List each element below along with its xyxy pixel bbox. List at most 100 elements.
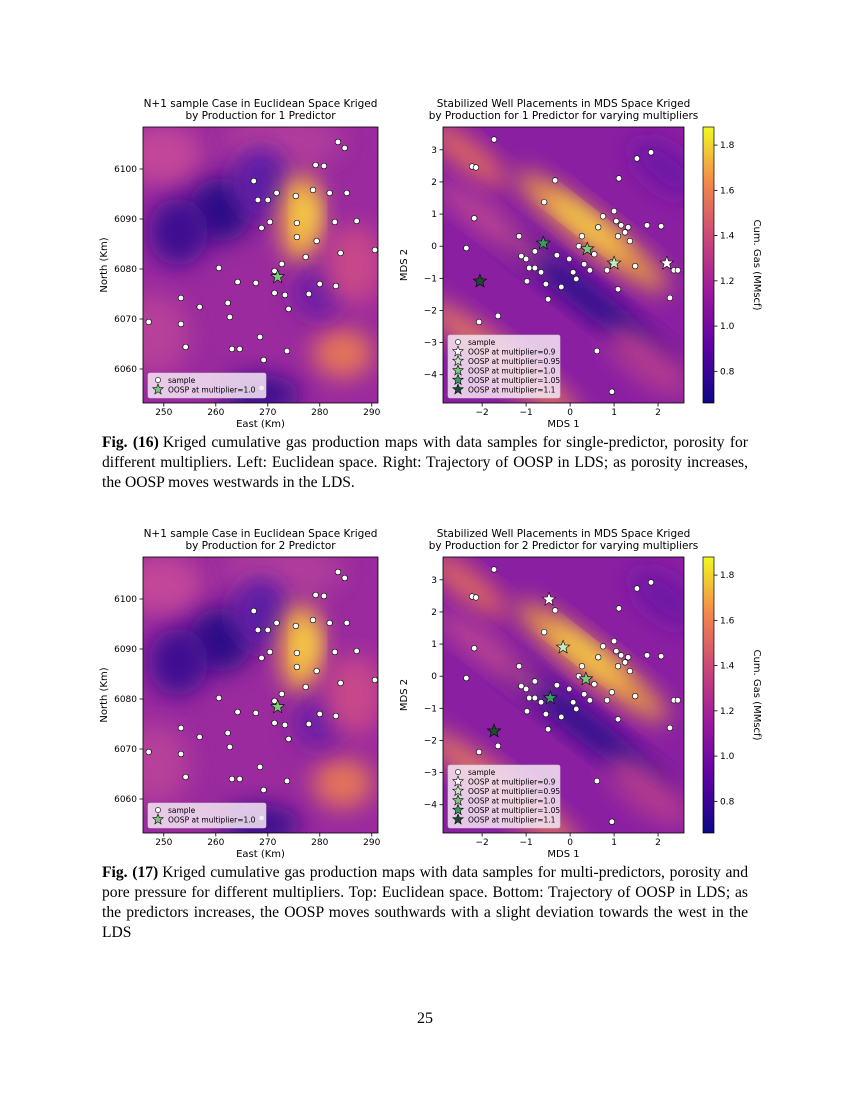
x-tick-label: 2 [655,408,661,418]
sample-point [182,343,189,351]
oosp-star [270,699,286,714]
chart-title: by Production for 1 Predictor for varyin… [429,110,699,122]
x-tick-label: 270 [259,408,276,418]
legend-label: OOSP at multiplier=0.9 [468,347,556,356]
sample-point [234,278,241,286]
sample-point [334,568,342,576]
y-tick-label: −1 [424,274,437,284]
heatmap-blob [148,627,209,696]
sample-point [313,237,320,245]
heatmap-blob [312,758,373,809]
sample-point [472,594,480,601]
colorbar [702,126,715,404]
sample-point [302,253,309,261]
x-tick-label: 270 [259,838,276,848]
sample-point [674,697,681,704]
heatmap-blob [312,328,373,379]
legend-label: OOSP at multiplier=1.05 [468,806,560,815]
legend-label: OOSP at multiplier=1.05 [468,376,560,385]
sample-point [643,652,651,659]
caption-text: Kriged cumulative gas production maps wi… [102,434,749,491]
y-axis-label: North (Km) [99,667,110,722]
sample-point [599,213,607,220]
y-tick-label: 6060 [114,365,137,375]
sample-point [471,645,478,652]
colorbar-tick-label: 1.2 [720,707,734,717]
sample-point [614,233,622,240]
sample-point [293,663,300,671]
legend-marker [451,345,465,357]
sample-point [260,786,267,794]
heatmap-blob [324,655,378,735]
legend-box [147,372,267,399]
chart-title: Stabilized Well Placements in MDS Space … [437,528,691,540]
sample-point [260,356,267,364]
oosp-star [578,671,594,686]
legend-marker [451,794,465,806]
heatmap-blob [232,147,289,218]
sample-point [518,683,525,690]
sample-point [610,208,618,215]
y-tick-label: 6080 [114,695,137,705]
y-tick-label: −4 [424,371,438,381]
sample-point [475,318,483,326]
sample-point [475,748,483,756]
sample-point [471,215,478,222]
legend-marker [151,383,165,395]
sample-point [573,705,580,713]
x-tick-label: 0 [567,838,573,848]
sample-point [228,775,236,783]
sample-point [331,648,338,656]
legend-label: OOSP at multiplier=1.0 [468,366,556,375]
sample-point [332,712,339,720]
x-tick-label: −1 [519,408,532,418]
colorbar-tick-label: 1.8 [720,141,735,151]
legend-marker [455,339,461,345]
plot-frame [142,556,379,834]
sample-point [666,724,674,732]
y-tick-label: 1 [431,210,437,220]
colorbar-tick-label: 1.4 [720,662,735,672]
plot-frame [442,556,685,834]
sample-point [236,775,243,783]
sample-point [545,726,552,733]
y-tick-label: −3 [424,339,437,349]
sample-point [463,245,470,252]
y-tick-label: 1 [431,640,437,650]
sample-point [632,263,639,270]
sample-point [252,279,259,287]
sample-point [320,592,328,600]
sample-point [626,237,634,245]
legend-box [447,334,561,399]
sample-point [341,574,348,582]
oosp-star [472,273,488,288]
sample-point [615,605,623,612]
heatmap-blob [148,197,209,266]
sample-point [293,219,300,227]
sample-point [613,218,620,225]
sample-point [182,773,189,781]
legend-label: OOSP at multiplier=1.1 [468,385,556,394]
sample-point [545,296,552,303]
sample-point [463,675,470,682]
y-tick-label: 6090 [114,645,137,655]
sample-point [234,708,241,716]
sample-point [526,264,533,272]
colorbar-tick-label: 0.8 [720,797,735,807]
legend-label: OOSP at multiplier=1.0 [168,385,256,394]
caption: Fig. (16) Kriged cumulative gas productio… [102,433,748,493]
y-tick-label: 6100 [114,165,137,175]
sample-point [553,252,561,259]
page-number: 25 [417,1010,433,1027]
sample-point [283,347,291,355]
x-tick-label: 0 [567,408,573,418]
oosp-star [542,690,558,705]
y-tick-label: 0 [431,242,437,252]
sample-point [515,663,523,670]
oosp-star [541,591,557,606]
legend-marker [155,807,161,813]
x-tick-label: −2 [475,408,488,418]
colorbar-tick-label: 1.6 [720,616,735,626]
